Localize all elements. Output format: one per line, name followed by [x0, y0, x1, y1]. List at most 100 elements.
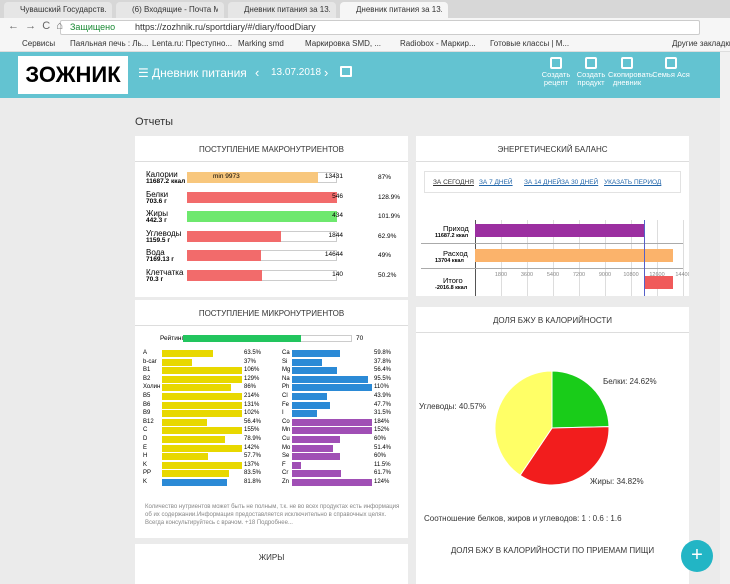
bookmark[interactable]: Готовые классы | M...: [490, 39, 570, 48]
period-link[interactable]: ЗА 7 ДНЕЙ: [479, 179, 513, 186]
micro-percent: 155%: [244, 427, 260, 434]
rating-label: Рейтинг: [160, 335, 184, 342]
url[interactable]: https://zozhnik.ru/sportdiary/#/diary/fo…: [135, 22, 316, 32]
next-date[interactable]: ›: [324, 65, 329, 80]
target: 140: [332, 270, 343, 278]
micro-bar: [292, 479, 372, 486]
x-tick-label: 9000: [598, 272, 612, 278]
micro-bar: [292, 418, 372, 426]
micro-name: Fe: [282, 401, 290, 408]
micro-name: C: [143, 427, 148, 434]
energy-panel: ЭНЕРГЕТИЧЕСКИЙ БАЛАНС ЗА СЕГОДНЯ ЗА 7 ДНЕЙ…: [416, 136, 689, 296]
note: Количество нутриентов может быть не полн…: [145, 504, 400, 526]
percent: 49%: [378, 252, 392, 259]
micro-name: Zn: [282, 479, 290, 485]
tab-title: Чувашский Государств...: [20, 5, 106, 14]
grid-line: [683, 220, 684, 296]
micro-percent: 214%: [244, 393, 260, 399]
date[interactable]: 13.07.2018: [271, 67, 322, 78]
header-action[interactable]: Скопировать дневник: [608, 70, 653, 87]
tab-title: (6) Входящие - Почта М...: [132, 5, 218, 14]
header-action[interactable]: Семья Ася: [652, 70, 690, 79]
target: 1844: [328, 231, 343, 239]
micro-bar: [292, 461, 302, 469]
tab[interactable]: [4, 2, 112, 18]
micro-percent: 57.7%: [244, 453, 262, 460]
header-action[interactable]: Создать продукт: [576, 70, 606, 87]
nutrient-amount: 70.3 г: [146, 275, 164, 283]
add-button[interactable]: +: [681, 540, 713, 572]
bar: [187, 191, 337, 203]
row-name: Итого: [443, 276, 463, 285]
micro-bar: [162, 375, 242, 383]
micro-bar: [162, 410, 242, 418]
bookmark[interactable]: Lenta.ru: Преступно...: [152, 39, 233, 48]
calendar-icon[interactable]: [340, 66, 352, 77]
panel-title: ПОСТУПЛЕНИЕ МАКРОНУТРИЕНТОВ: [199, 145, 344, 154]
bookmark[interactable]: Marking smd: [238, 39, 284, 48]
micro-percent: 137%: [244, 461, 260, 468]
percent: 62.9%: [378, 232, 397, 240]
period-link[interactable]: ЗА 30 ДНЕЙ: [561, 179, 599, 186]
period-link[interactable]: УКАЗАТЬ ПЕРИОД: [604, 179, 662, 186]
bookmark[interactable]: Radiobox - Маркир...: [400, 39, 476, 48]
address-bar[interactable]: [60, 20, 700, 35]
micro-name: Ph: [282, 384, 290, 391]
bookmark[interactable]: Другие закладки: [672, 39, 730, 48]
tab[interactable]: [340, 2, 448, 18]
menu-icon[interactable]: ☰: [138, 66, 149, 80]
percent: 87%: [378, 174, 392, 181]
micro-name: Na: [282, 375, 290, 382]
row-value: 13704 ккал: [435, 258, 464, 264]
rating-bar: [183, 335, 302, 342]
micro-name: Холин: [143, 384, 161, 391]
section-title: Отчеты: [135, 116, 174, 128]
action-icon[interactable]: [585, 57, 597, 69]
bookmark[interactable]: Маркировка SMD, ...: [305, 39, 382, 48]
x-tick-label: 14400: [675, 272, 689, 278]
prev-date[interactable]: ‹: [255, 65, 260, 80]
micro-name: Co: [282, 418, 290, 425]
nav-buttons[interactable]: ← → C ⌂: [8, 20, 63, 32]
energy-bar: [643, 276, 673, 289]
period-link[interactable]: ЗА СЕГОДНЯ: [433, 179, 474, 186]
micro-percent: 31.5%: [374, 410, 392, 417]
action-icon[interactable]: [550, 57, 562, 69]
period-link[interactable]: ЗА 14 ДНЕЙ: [524, 179, 562, 186]
action-icon[interactable]: [665, 57, 677, 69]
pie-slice: [494, 370, 553, 476]
tab[interactable]: [116, 2, 224, 18]
micro-bar: [292, 384, 372, 392]
micro-name: B12: [143, 418, 154, 425]
micro-percent: 51.4%: [374, 444, 392, 451]
micro-name: b-car: [143, 358, 157, 365]
pie-slice: [551, 370, 610, 429]
bar: [187, 269, 263, 281]
bar: [187, 211, 337, 222]
logo[interactable]: ЗОЖНИК: [18, 56, 128, 94]
micro-percent: 106%: [244, 367, 260, 374]
micro-percent: 86%: [244, 384, 257, 391]
micro-name: Cr: [282, 470, 289, 477]
tab[interactable]: [228, 2, 336, 18]
pie-slice: [519, 426, 610, 486]
micro-name: Mn: [282, 427, 291, 434]
micro-bar: [292, 470, 342, 478]
percent: 128.9%: [378, 193, 401, 201]
micro-name: Ca: [282, 350, 290, 356]
nutrient-name: Белки: [146, 189, 169, 199]
scrollbar[interactable]: [720, 52, 730, 584]
micro-name: PP: [143, 470, 152, 477]
micro-name: Mg: [282, 367, 291, 374]
slice-label: Жиры: 34.82%: [590, 477, 644, 486]
header-action[interactable]: Создать рецепт: [541, 70, 571, 87]
micro-bar: [292, 393, 328, 400]
bookmark[interactable]: Паяльная печь : Ль...: [70, 39, 149, 48]
target: 13431: [324, 173, 343, 180]
bookmark[interactable]: Сервисы: [22, 39, 56, 48]
action-icon[interactable]: [621, 57, 633, 69]
micro-bar: [292, 444, 334, 452]
nutrient-name: Клетчатка: [146, 267, 184, 277]
security: Защищено: [70, 22, 116, 32]
